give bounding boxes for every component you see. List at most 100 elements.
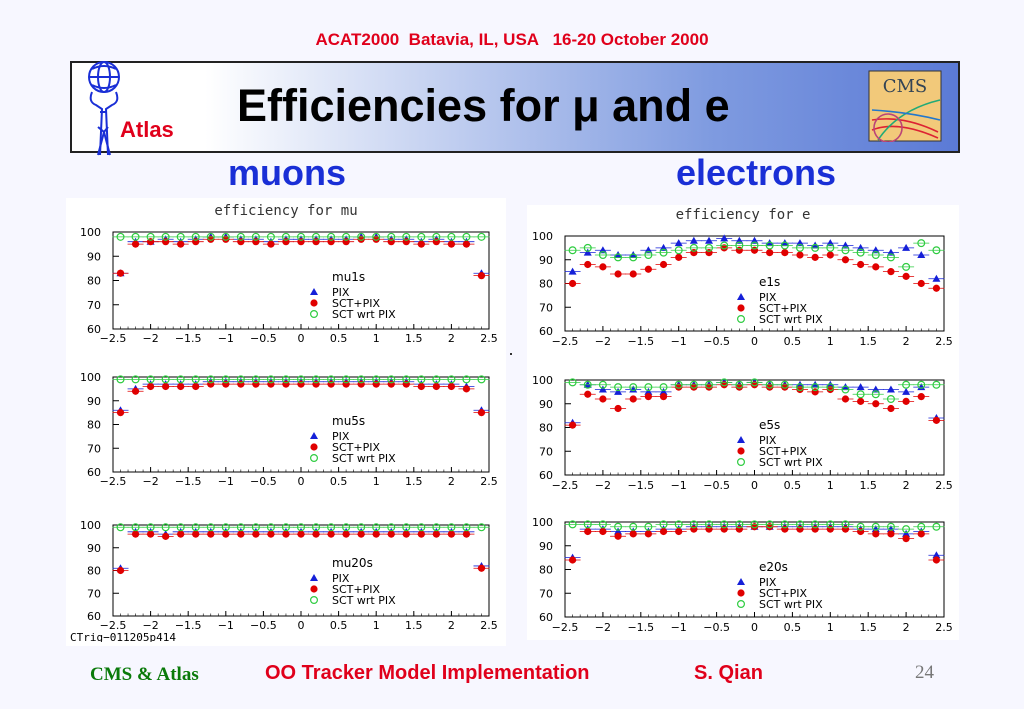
sct-wrt-pix-point (342, 375, 351, 384)
sct-wrt-pix-point (720, 378, 729, 387)
sct-wrt-pix-point (206, 232, 215, 241)
sct-pix-point (932, 416, 941, 424)
legend-marker (737, 293, 745, 300)
x-tick-label: −0.5 (250, 332, 277, 345)
sct-pix-point (659, 527, 668, 536)
x-tick-label: 1 (827, 621, 834, 634)
sct-wrt-pix-point (312, 523, 321, 532)
stray-dot (510, 353, 512, 355)
sct-wrt-pix-point (191, 232, 200, 241)
x-tick-label: 2 (903, 621, 910, 634)
sct-pix-point (750, 523, 759, 531)
y-tick-label: 60 (539, 325, 553, 338)
sct-pix-point (659, 260, 668, 269)
sct-wrt-pix-point (462, 523, 471, 532)
sct-wrt-pix-point (644, 522, 653, 531)
sct-pix-point (462, 240, 471, 248)
sct-wrt-pix-point (644, 250, 653, 259)
sct-wrt-pix-point (387, 375, 396, 384)
pix-point (917, 251, 926, 258)
sct-wrt-pix-point (614, 383, 623, 392)
pix-point (629, 385, 638, 393)
sct-wrt-pix-point (447, 232, 456, 241)
sct-wrt-pix-point (116, 232, 125, 241)
sct-wrt-pix-point (795, 243, 804, 252)
sct-pix-point (659, 393, 668, 401)
sct-wrt-pix-point (357, 232, 366, 241)
sct-wrt-pix-point (462, 232, 471, 241)
sct-wrt-pix-point (251, 375, 260, 384)
legend-entry: SCT wrt PIX (759, 598, 823, 611)
x-tick-label: −1.5 (627, 479, 654, 492)
y-tick-label: 60 (87, 323, 101, 336)
legend-entry: SCT+PIX (332, 441, 380, 454)
title-banner: Atlas Efficiencies for μ and e CMS (70, 61, 960, 156)
y-tick-label: 70 (539, 301, 553, 314)
sct-wrt-pix-point (116, 523, 125, 532)
sct-pix-point (902, 272, 910, 280)
sct-wrt-pix-point (221, 375, 230, 384)
sct-pix-point (162, 532, 170, 540)
plot-frame (564, 379, 945, 476)
sct-wrt-pix-point (780, 520, 789, 529)
sct-pix-point (796, 385, 804, 394)
legend-marker (310, 309, 319, 318)
pix-point (644, 246, 653, 254)
sct-wrt-pix-point (871, 390, 880, 399)
sct-pix-point (599, 395, 607, 403)
sct-wrt-pix-point (917, 380, 926, 389)
sct-wrt-pix-point (281, 375, 290, 384)
legend-entry: SCT wrt PIX (332, 452, 396, 465)
footer-left: CMS & Atlas (90, 664, 199, 685)
pix-point (841, 241, 850, 249)
x-tick-label: −2.5 (552, 335, 579, 348)
sct-wrt-pix-point (221, 232, 230, 241)
sct-pix-point (192, 530, 200, 538)
sct-wrt-pix-point (281, 232, 290, 241)
sct-pix-point (372, 530, 380, 538)
x-tick-label: −0.5 (250, 475, 277, 488)
sct-pix-point (872, 263, 880, 271)
sct-pix-point (147, 382, 155, 391)
sct-pix-point (872, 530, 880, 538)
sct-wrt-pix-point (206, 375, 215, 384)
sct-pix-point (192, 382, 200, 391)
sct-wrt-pix-point (871, 522, 880, 531)
chart-title: efficiency for e (676, 207, 811, 223)
sct-wrt-pix-point (342, 232, 351, 241)
sct-wrt-pix-point (598, 520, 607, 529)
pix-point (871, 246, 880, 254)
pix-point (902, 529, 911, 537)
pix-point (902, 243, 911, 251)
sct-wrt-pix-point (402, 375, 411, 384)
sct-pix-point (312, 530, 320, 538)
pix-point (871, 385, 880, 393)
x-tick-label: 1 (373, 619, 380, 632)
sct-pix-point (690, 383, 698, 391)
sct-pix-point (387, 530, 395, 538)
sct-pix-point (402, 530, 410, 538)
x-tick-label: 2 (903, 335, 910, 348)
x-tick-label: 2 (903, 479, 910, 492)
sct-wrt-pix-point (614, 253, 623, 262)
sct-wrt-pix-point (902, 380, 911, 389)
legend-entry: PIX (332, 286, 350, 299)
y-tick-label: 100 (80, 226, 101, 239)
pix-point (598, 246, 607, 254)
sct-wrt-pix-point (689, 243, 698, 252)
x-tick-label: 2 (448, 332, 455, 345)
sct-wrt-pix-point (644, 383, 653, 392)
sct-wrt-pix-point (161, 523, 170, 532)
sct-wrt-pix-point (146, 232, 155, 241)
sct-wrt-pix-point (674, 380, 683, 389)
sct-pix-point (629, 270, 637, 278)
pix-point (720, 234, 729, 242)
x-tick-label: 1.5 (859, 335, 877, 348)
sct-wrt-pix-point (146, 523, 155, 532)
sct-pix-point (116, 269, 125, 277)
sct-pix-point (826, 251, 834, 259)
y-tick-label: 70 (539, 587, 553, 600)
pix-point (705, 236, 714, 244)
footer-author: S. Qian (694, 662, 763, 684)
sct-pix-point (584, 527, 592, 536)
